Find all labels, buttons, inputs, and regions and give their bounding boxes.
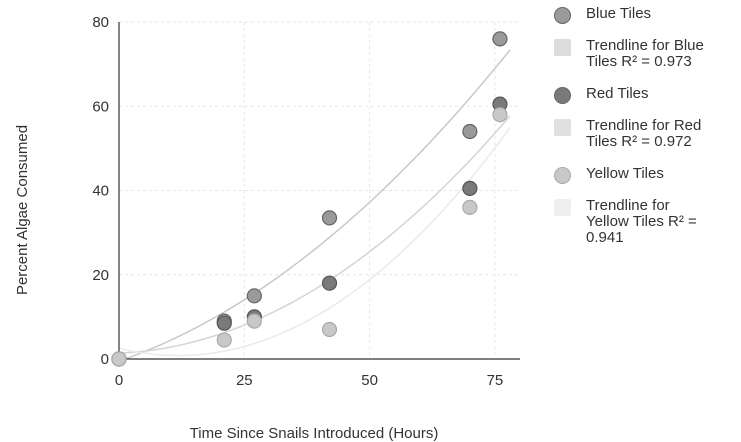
point-yellow-tiles: [321, 321, 338, 338]
legend-label-trend-yellow: Trendline for Yellow Tiles R² = 0.941: [586, 197, 697, 246]
legend-label-red-tiles: Red Tiles: [586, 85, 649, 102]
point-blue-tiles: [462, 123, 478, 140]
trendline-yellow-tiles: [118, 127, 511, 357]
point-red-tiles: [462, 180, 478, 196]
legend-item-yellow-tiles: Yellow Tiles: [552, 165, 737, 184]
legend-item-trend-yellow: Trendline for Yellow Tiles R² = 0.941: [552, 198, 737, 246]
legend-swatch-trend-blue: [554, 39, 571, 56]
y-tick-label: 20: [92, 267, 109, 284]
point-yellow-tiles: [111, 351, 127, 367]
legend-swatch-blue-tiles: [554, 7, 571, 24]
point-yellow-tiles: [492, 107, 508, 123]
x-axis-title: Time Since Snails Introduced (Hours): [190, 425, 439, 442]
y-tick-label: 40: [92, 183, 109, 200]
legend-swatch-yellow-tiles: [554, 167, 571, 184]
tick-labels: 0 20 40 60 80 0 25 50 75: [92, 14, 503, 389]
x-tick-label: 75: [487, 372, 504, 389]
x-tick-label: 50: [361, 372, 378, 389]
legend-label-trend-red: Trendline for Red Tiles R² = 0.972: [586, 117, 702, 150]
y-axis-title: Percent Algae Consumed: [14, 125, 31, 295]
y-tick-label: 60: [92, 98, 109, 115]
legend-item-trend-red: Trendline for Red Tiles R² = 0.972: [552, 118, 737, 150]
trendline-blue-tiles: [118, 49, 511, 360]
legend-swatch-trend-yellow: [554, 199, 571, 216]
trendlines: [118, 49, 511, 360]
legend-item-red-tiles: Red Tiles: [552, 85, 737, 104]
x-tick-label: 25: [236, 372, 253, 389]
legend-item-trend-blue: Trendline for Blue Tiles R² = 0.973: [552, 38, 737, 70]
point-red-tiles: [321, 275, 338, 291]
legend-label-yellow-tiles: Yellow Tiles: [586, 165, 664, 182]
y-tick-label: 80: [92, 14, 109, 31]
point-yellow-tiles: [216, 332, 232, 348]
axes: [118, 22, 520, 360]
data-points: [111, 31, 508, 367]
point-blue-tiles: [321, 210, 338, 226]
point-blue-tiles: [492, 31, 508, 47]
point-red-tiles: [216, 315, 232, 331]
legend-label-blue-tiles: Blue Tiles: [586, 5, 652, 22]
legend-item-blue-tiles: Blue Tiles: [552, 5, 737, 24]
grid-lines: [119, 21, 520, 359]
legend-label-trend-blue: Trendline for Blue Tiles R² = 0.973: [586, 37, 704, 70]
point-blue-tiles: [246, 288, 262, 304]
point-yellow-tiles: [462, 199, 478, 215]
legend-swatch-red-tiles: [554, 87, 571, 104]
y-tick-label: 0: [101, 351, 109, 368]
legend-swatch-trend-red: [554, 119, 571, 136]
point-yellow-tiles: [246, 313, 262, 329]
x-tick-label: 0: [115, 372, 123, 389]
trendline-red-tiles: [118, 115, 511, 354]
legend: Blue Tiles Trendline for Blue Tiles R² =…: [552, 6, 737, 262]
